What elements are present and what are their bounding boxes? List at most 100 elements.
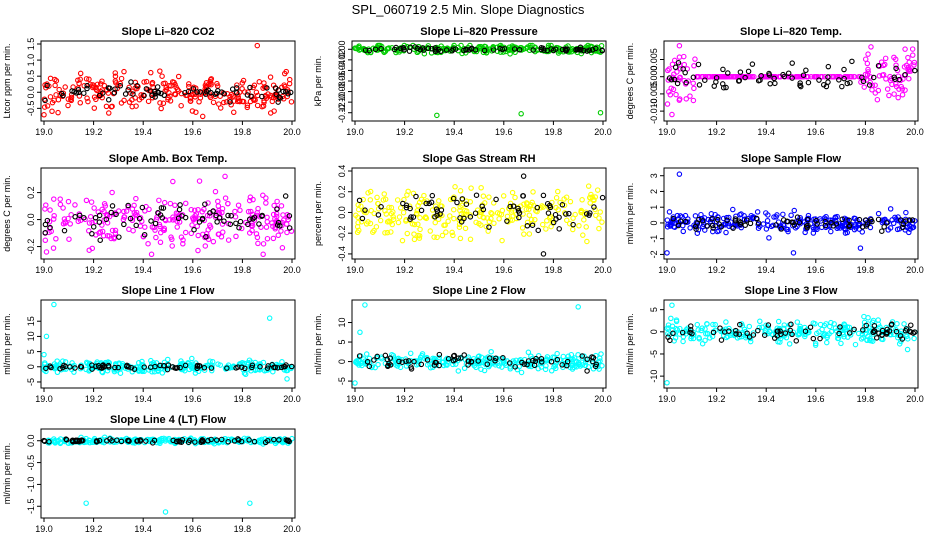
data-point xyxy=(499,237,505,244)
data-point xyxy=(196,178,203,184)
reference-point xyxy=(730,225,736,231)
reference-point xyxy=(814,221,820,227)
reference-point xyxy=(46,439,52,445)
data-point xyxy=(232,214,239,220)
outlier-point xyxy=(362,302,368,308)
x-tick-label: 19.4 xyxy=(445,265,463,275)
data-point xyxy=(220,229,226,235)
data-point xyxy=(708,211,715,217)
data-point xyxy=(671,71,677,77)
data-point xyxy=(109,227,116,234)
x-tick-label: 19.8 xyxy=(545,265,563,275)
reference-point xyxy=(76,437,83,444)
data-point xyxy=(208,81,214,88)
x-tick-label: 19.2 xyxy=(396,394,414,404)
data-point xyxy=(207,78,213,85)
panel-9: Slope Line 3 Flow ml/min per min. 19.0 19.2… xyxy=(625,285,924,404)
data-point xyxy=(157,68,163,74)
data-point xyxy=(133,195,139,202)
reference-point xyxy=(463,46,469,52)
reference-point xyxy=(532,358,539,365)
data-point xyxy=(687,225,693,231)
reference-point xyxy=(227,221,234,227)
data-point xyxy=(404,230,411,237)
panel-2: Slope Li–820 Pressure kPa per min. 19.0 19.… xyxy=(313,26,612,137)
reference-point xyxy=(245,221,251,228)
x-tick-label: 20.0 xyxy=(283,394,301,404)
data-point xyxy=(802,333,808,340)
reference-point xyxy=(788,321,794,328)
data-point xyxy=(423,215,430,222)
y-tick-label: -0.2 xyxy=(337,225,347,241)
data-point xyxy=(496,216,502,222)
data-point xyxy=(94,81,101,88)
data-point xyxy=(279,359,285,365)
y-axis-label: ml/min per min. xyxy=(313,313,323,375)
data-point xyxy=(87,439,93,446)
reference-point xyxy=(841,66,847,73)
data-point xyxy=(432,219,438,226)
reference-point xyxy=(103,216,110,223)
data-point xyxy=(750,330,757,336)
reference-point xyxy=(64,437,70,443)
reference-point xyxy=(93,439,100,445)
data-point xyxy=(667,223,674,229)
data-point xyxy=(270,235,277,242)
reference-point xyxy=(105,362,112,369)
x-tick-label: 19.6 xyxy=(184,127,202,137)
reference-point xyxy=(732,327,739,334)
panel-title: Slope Line 1 Flow xyxy=(122,285,215,297)
reference-point xyxy=(80,437,86,444)
reference-point xyxy=(47,363,53,369)
data-point xyxy=(555,188,561,195)
data-point xyxy=(723,319,729,325)
reference-point xyxy=(670,330,676,337)
reference-point xyxy=(154,84,161,90)
reference-point xyxy=(564,358,571,365)
reference-point xyxy=(733,331,739,337)
outlier-point xyxy=(676,42,683,49)
data-point xyxy=(664,67,671,74)
reference-point xyxy=(105,97,112,103)
data-point xyxy=(382,208,388,214)
data-point xyxy=(835,335,841,342)
data-point xyxy=(882,61,888,68)
reference-point xyxy=(433,359,439,366)
data-point xyxy=(682,212,689,219)
x-tick-label: 19.2 xyxy=(708,265,726,275)
data-point xyxy=(496,210,503,217)
y-axis-label: ml/min per min. xyxy=(625,183,635,245)
data-point xyxy=(358,203,364,210)
reference-point xyxy=(277,95,284,101)
x-tick-label: 20.0 xyxy=(594,265,612,275)
data-point xyxy=(255,205,261,212)
reference-point xyxy=(288,363,295,370)
data-point xyxy=(139,358,145,365)
panel-6: Slope Sample Flow ml/min per min. 19.0 19.2… xyxy=(625,153,924,275)
data-point xyxy=(417,215,423,221)
outlier-point xyxy=(222,173,228,180)
data-point xyxy=(371,227,377,234)
data-point xyxy=(388,229,394,235)
data-point xyxy=(785,226,791,233)
data-point xyxy=(696,73,702,80)
reference-point xyxy=(868,217,874,223)
reference-point xyxy=(825,63,832,70)
reference-point xyxy=(535,227,541,234)
outlier-point xyxy=(520,173,527,179)
reference-point xyxy=(775,328,781,334)
data-point xyxy=(275,232,282,239)
reference-point xyxy=(412,44,418,50)
reference-point xyxy=(274,222,281,228)
reference-point xyxy=(199,438,205,444)
data-point xyxy=(236,97,243,104)
data-point xyxy=(520,46,527,52)
x-tick-label: 19.6 xyxy=(184,265,202,275)
data-point xyxy=(676,75,683,81)
reference-point xyxy=(559,202,566,208)
data-point xyxy=(512,194,518,201)
data-point xyxy=(812,342,819,348)
data-point xyxy=(811,226,817,233)
reference-point xyxy=(436,351,443,358)
reference-point xyxy=(682,218,689,225)
